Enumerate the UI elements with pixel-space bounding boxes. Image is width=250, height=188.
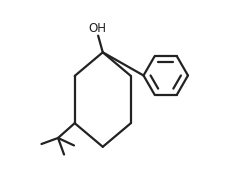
Text: OH: OH [88, 22, 106, 35]
